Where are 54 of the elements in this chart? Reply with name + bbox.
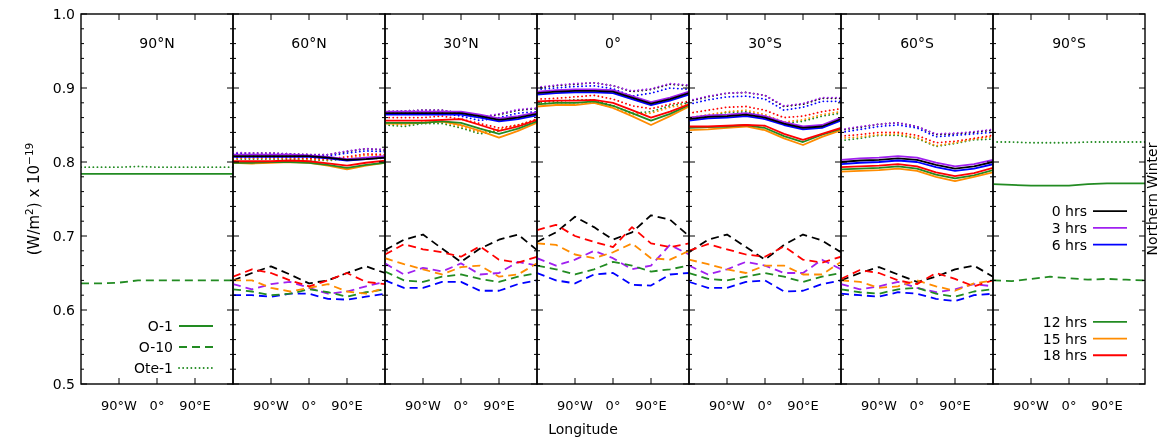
y-tick-label: 0.6: [52, 302, 76, 318]
x-tick-label: 90°W: [101, 398, 138, 413]
x-tick-label: 90°E: [1091, 398, 1123, 413]
y-tick-label: 0.9: [52, 80, 75, 96]
x-tick-label: 0°: [1061, 398, 1077, 413]
x-tick-label: 90°W: [405, 398, 442, 413]
legend-label: O-1: [147, 318, 173, 334]
legend-item: O-1: [147, 318, 214, 334]
legend-label: 15 hrs: [1042, 330, 1087, 347]
legend-item: 6 hrs: [1051, 236, 1128, 253]
x-tick-label: 90°E: [483, 398, 515, 413]
y-tick-label: 0.7: [52, 228, 75, 244]
x-tick-label: 90°W: [709, 398, 746, 413]
y-tick-label: 0.8: [52, 154, 75, 170]
x-tick-label: 90°E: [331, 398, 363, 413]
text: 30°N: [443, 35, 479, 51]
x-tick-label: 90°E: [939, 398, 971, 413]
text: 90°S: [1052, 35, 1086, 51]
x-tick-label: 0°: [149, 398, 165, 413]
x-tick-label: 90°E: [635, 398, 667, 413]
legend-label: 18 hrs: [1042, 347, 1087, 364]
legend-item: 15 hrs: [1042, 330, 1128, 347]
x-tick-label: 0°: [605, 398, 621, 413]
legend-item: 12 hrs: [1042, 313, 1128, 330]
legend-label: O-10: [138, 339, 173, 355]
annotation: Northern Winter: [1144, 142, 1160, 256]
x-tick-label: 90°E: [179, 398, 211, 413]
legend-item: 0 hrs: [1051, 203, 1128, 220]
x-tick-label: 0°: [301, 398, 317, 413]
x-tick-label: 90°W: [253, 398, 290, 413]
text: 30°S: [748, 35, 782, 51]
legend-label: 6 hrs: [1051, 236, 1087, 253]
legend-item: 3 hrs: [1051, 219, 1128, 236]
legend-item: 18 hrs: [1042, 347, 1128, 364]
x-tick-label: 0°: [757, 398, 773, 413]
y-tick-label: 1.0: [52, 6, 75, 22]
text: 90°N: [139, 35, 175, 51]
x-tick-label: 90°W: [1013, 398, 1050, 413]
x-tick-label: 90°E: [787, 398, 819, 413]
text: 60°N: [291, 35, 327, 51]
x-tick-label: 0°: [909, 398, 925, 413]
text: 60°S: [900, 35, 934, 51]
legend-item: Ote-1: [133, 360, 214, 376]
legend-label: 12 hrs: [1042, 313, 1087, 330]
x-tick-label: 90°W: [861, 398, 898, 413]
y-tick-label: 0.5: [52, 376, 75, 392]
legend-label: 3 hrs: [1051, 219, 1087, 236]
legend-item: O-10: [138, 339, 214, 355]
text: 0°: [605, 35, 621, 51]
x-tick-label: 0°: [453, 398, 469, 413]
x-axis-title: Longitude: [548, 421, 618, 437]
legend-label: 0 hrs: [1051, 203, 1087, 220]
x-tick-label: 90°W: [557, 398, 594, 413]
legend-label: Ote-1: [133, 360, 173, 376]
